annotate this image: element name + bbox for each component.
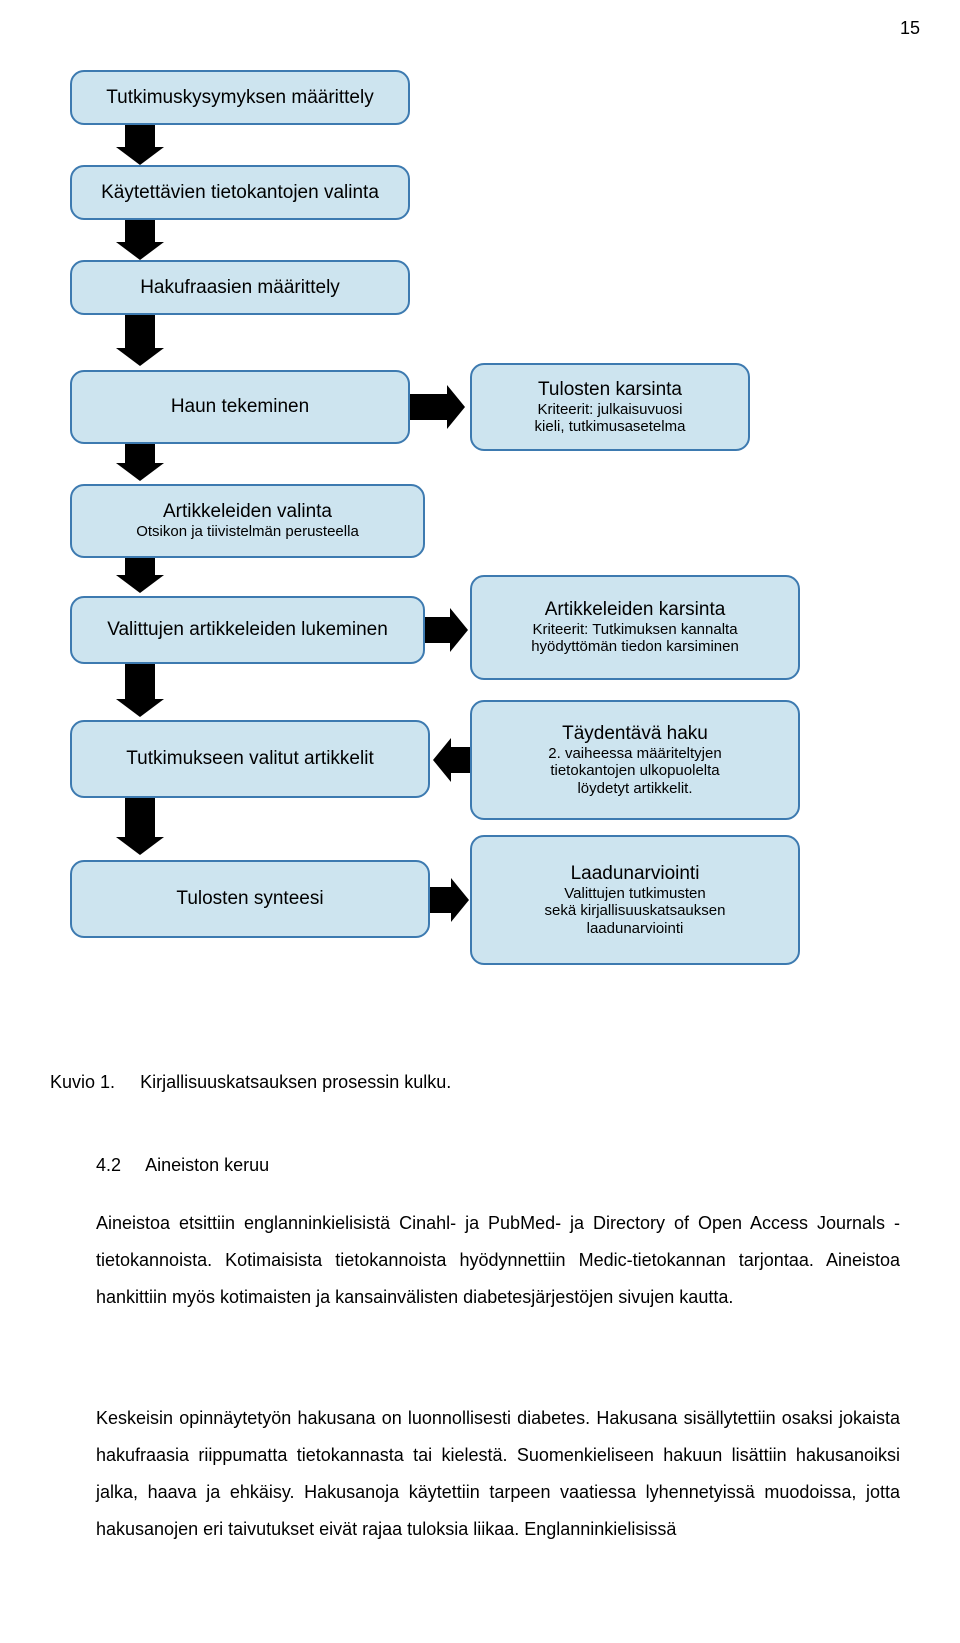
node-title: Artikkeleiden valinta <box>163 501 332 523</box>
arrow-down-icon <box>125 315 155 351</box>
node-title: Tulosten synteesi <box>176 888 323 910</box>
figure-caption: Kuvio 1. Kirjallisuuskatsauksen prosessi… <box>50 1072 451 1093</box>
flowchart-node: Artikkeleiden karsintaKriteerit: Tutkimu… <box>470 575 800 680</box>
node-title: Laadunarviointi <box>571 863 700 885</box>
section-number: 4.2 <box>96 1155 121 1175</box>
flowchart-node: Täydentävä haku2. vaiheessa määriteltyje… <box>470 700 800 820</box>
node-title: Artikkeleiden karsinta <box>545 599 726 621</box>
arrow-right-icon <box>430 887 454 913</box>
arrow-down-icon <box>125 444 155 466</box>
flowchart-node: Hakufraasien määrittely <box>70 260 410 315</box>
node-title: Tulosten karsinta <box>538 379 682 401</box>
arrow-right-icon <box>425 617 453 643</box>
arrow-down-icon <box>125 220 155 245</box>
flowchart-node: Haun tekeminen <box>70 370 410 444</box>
node-title: Tutkimuskysymyksen määrittely <box>106 87 373 109</box>
flowchart-node: LaadunarviointiValittujen tutkimusten se… <box>470 835 800 965</box>
node-title: Valittujen artikkeleiden lukeminen <box>107 619 388 641</box>
flowchart-node: Artikkeleiden valintaOtsikon ja tiiviste… <box>70 484 425 558</box>
flowchart-node: Tulosten karsintaKriteerit: julkaisuvuos… <box>470 363 750 451</box>
arrow-right-icon <box>410 394 450 420</box>
arrow-left-icon <box>448 747 470 773</box>
paragraph-1: Aineistoa etsittiin englanninkielisistä … <box>96 1205 900 1316</box>
flowchart-node: Tutkimukseen valitut artikkelit <box>70 720 430 798</box>
flowchart: Tutkimuskysymyksen määrittely Käytettävie… <box>50 60 810 1050</box>
arrow-down-icon <box>125 664 155 702</box>
page-number: 15 <box>900 18 920 39</box>
page-root: 15 Tutkimuskysymyksen määrittely Käytettä… <box>0 0 960 1643</box>
arrow-down-icon <box>125 798 155 840</box>
node-title: Käytettävien tietokantojen valinta <box>101 182 379 204</box>
arrow-down-icon <box>125 558 155 578</box>
node-title: Haun tekeminen <box>171 396 309 418</box>
flowchart-node: Käytettävien tietokantojen valinta <box>70 165 410 220</box>
paragraph-2: Keskeisin opinnäytetyön hakusana on luon… <box>96 1400 900 1548</box>
node-title: Tutkimukseen valitut artikkelit <box>126 748 373 770</box>
section-heading: 4.2 Aineiston keruu <box>96 1155 269 1176</box>
node-title: Hakufraasien määrittely <box>140 277 340 299</box>
node-subtitle: Valittujen tutkimusten sekä kirjallisuus… <box>545 885 726 937</box>
flowchart-node: Tutkimuskysymyksen määrittely <box>70 70 410 125</box>
caption-label: Kuvio 1. <box>50 1072 115 1092</box>
flowchart-node: Tulosten synteesi <box>70 860 430 938</box>
arrow-down-icon <box>125 125 155 150</box>
node-subtitle: Kriteerit: Tutkimuksen kannalta hyödyttö… <box>531 621 739 656</box>
node-subtitle: Otsikon ja tiivistelmän perusteella <box>136 523 359 540</box>
flowchart-node: Valittujen artikkeleiden lukeminen <box>70 596 425 664</box>
section-title: Aineiston keruu <box>145 1155 269 1175</box>
node-subtitle: Kriteerit: julkaisuvuosi kieli, tutkimus… <box>535 401 686 436</box>
node-subtitle: 2. vaiheessa määriteltyjen tietokantojen… <box>548 745 721 797</box>
node-title: Täydentävä haku <box>562 723 708 745</box>
caption-text: Kirjallisuuskatsauksen prosessin kulku. <box>140 1072 451 1092</box>
